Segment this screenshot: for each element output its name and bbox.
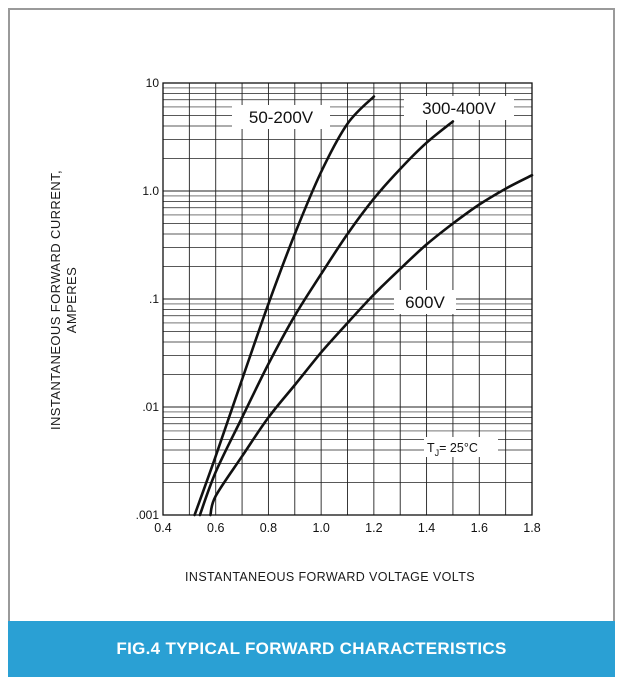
x-tick-label: 1.8 [523, 521, 540, 535]
x-tick-label: 0.8 [260, 521, 277, 535]
curves [193, 95, 534, 517]
x-tick-label: 1.6 [471, 521, 488, 535]
series-line-2 [209, 173, 534, 517]
x-tick-label: 1.0 [312, 521, 329, 535]
y-axis-label-line1: INSTANTANEOUS FORWARD CURRENT, [48, 170, 63, 430]
figure-frame [8, 8, 615, 669]
y-tick-label: 10 [146, 76, 160, 90]
grid [162, 82, 533, 516]
series-label-2: 600V [405, 293, 445, 312]
plot-border [162, 82, 533, 516]
series-label-bg [404, 96, 514, 120]
y-tick-label: .01 [142, 400, 159, 414]
series-labels: 50-200V 300-400V 600V TJ= 25°C [232, 96, 514, 458]
y-axis-label-line2: AMPERES [64, 266, 79, 334]
y-tick-label: 1.0 [142, 184, 159, 198]
x-tick-label: 1.4 [418, 521, 435, 535]
x-tick-label: 0.6 [207, 521, 224, 535]
series-label-0: 50-200V [249, 108, 314, 127]
y-axis-label: INSTANTANEOUS FORWARD CURRENT, AMPERES [48, 170, 80, 430]
series-label-bg [394, 290, 456, 314]
x-tick-label: 1.2 [365, 521, 382, 535]
series-label-bg [232, 105, 330, 129]
annotation-bg [424, 437, 498, 457]
series-line-0 [193, 95, 376, 517]
x-axis-label: INSTANTANEOUS FORWARD VOLTAGE VOLTS [185, 570, 475, 584]
series-line-1 [198, 120, 455, 517]
figure-caption: FIG.4 TYPICAL FORWARD CHARACTERISTICS [8, 621, 615, 677]
y-tick-label: .001 [136, 508, 160, 522]
tick-labels: 0.4 0.6 0.8 1.0 1.2 1.4 1.6 1.8 .001 .01 .1 1.0 10 [136, 76, 541, 535]
y-tick-label: .1 [149, 292, 159, 306]
x-tick-label: 0.4 [154, 521, 171, 535]
series-label-1: 300-400V [422, 99, 496, 118]
tj-annotation: TJ= 25°C [427, 441, 478, 458]
